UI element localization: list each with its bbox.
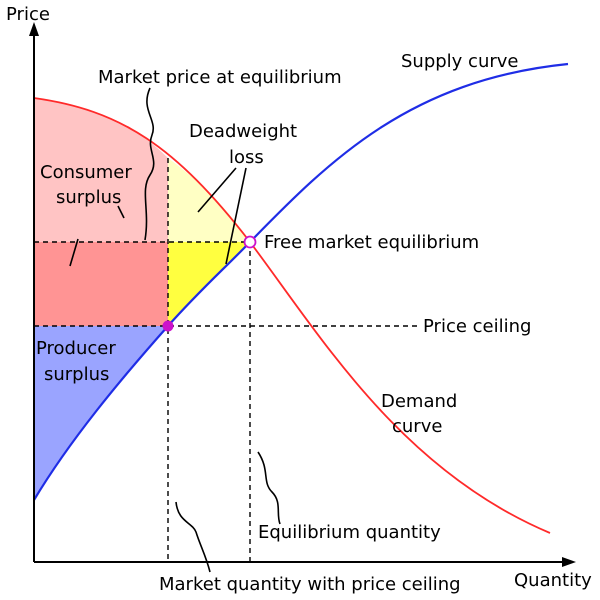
supply-curve-label: Supply curve <box>401 51 519 72</box>
supply-curve <box>33 62 569 501</box>
price-ceiling-point <box>162 320 174 332</box>
consumer-surplus-label-line2: surplus <box>56 187 121 208</box>
market-quantity-leader <box>175 501 211 573</box>
deadweight-leader-left <box>197 167 237 213</box>
consumer-surplus-dark-area <box>34 242 168 326</box>
equilibrium-quantity-leader <box>257 451 281 525</box>
producer-surplus-label-line2: surplus <box>44 364 109 385</box>
demand-curve-label-line1: Demand <box>381 391 457 412</box>
market-quantity-with-ceiling-label: Market quantity with price ceiling <box>159 574 461 595</box>
deadweight-label-line2: loss <box>229 147 264 168</box>
deadweight-leader-right <box>225 167 247 265</box>
free-market-equilibrium-label: Free market equilibrium <box>264 232 479 253</box>
y-axis-label: Price <box>6 4 50 25</box>
y-axis-arrow-icon <box>29 22 39 36</box>
consumer-surplus-label-line1: Consumer <box>40 162 132 183</box>
price-ceiling-label: Price ceiling <box>423 316 531 337</box>
consumer-surplus-leader <box>117 205 125 219</box>
free-market-equilibrium-point <box>243 235 257 249</box>
demand-curve <box>33 97 551 534</box>
consumer-surplus-leader-2 <box>69 238 79 267</box>
producer-surplus-area <box>34 326 168 500</box>
demand-curve-label-line2: curve <box>392 416 442 437</box>
market-price-label: Market price at equilibrium <box>98 67 342 88</box>
deadweight-label-line1: Deadweight <box>189 121 297 142</box>
x-axis-label: Quantity <box>514 570 592 591</box>
producer-surplus-label-line1: Producer <box>36 338 116 359</box>
x-axis-arrow-icon <box>562 557 576 567</box>
market-price-leader <box>144 87 155 241</box>
equilibrium-quantity-label: Equilibrium quantity <box>258 522 441 543</box>
